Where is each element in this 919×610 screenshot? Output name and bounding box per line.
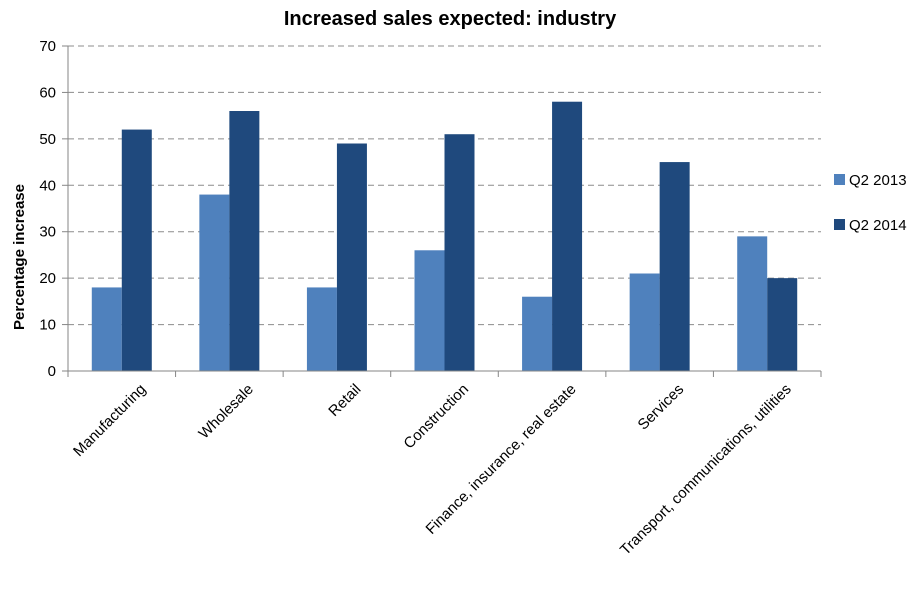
bar-q2-2013 — [737, 236, 768, 371]
x-category-labels: Manufacturing Wholesale Retail Construction… — [70, 381, 795, 559]
legend-swatch — [834, 219, 845, 230]
bar-q2-2013 — [306, 287, 337, 371]
legend-label: Q2 2013 — [849, 172, 907, 189]
bar-q2-2014 — [552, 101, 583, 371]
bar-q2-2013 — [414, 250, 445, 371]
bar-q2-2014 — [659, 162, 690, 371]
y-tick-label: 0 — [48, 363, 56, 380]
x-category-label: Manufacturing — [70, 381, 149, 460]
bar-q2-2014 — [444, 134, 475, 371]
y-tick-labels: 0 10 20 30 40 50 60 70 — [39, 38, 56, 380]
y-tick-label: 40 — [39, 177, 56, 194]
y-tick-label: 20 — [39, 270, 56, 287]
bar-q2-2013 — [199, 194, 230, 371]
legend: Q2 2013 Q2 2014 — [834, 172, 907, 234]
bars — [91, 101, 798, 371]
y-tick-label: 60 — [39, 84, 56, 101]
y-tick-label: 70 — [39, 38, 56, 55]
gridlines — [68, 45, 821, 326]
x-category-label: Transport, communications, utilities — [617, 381, 795, 559]
bar-q2-2014 — [121, 129, 152, 371]
axes — [62, 45, 822, 377]
bar-q2-2014 — [336, 143, 367, 371]
bar-q2-2013 — [629, 273, 660, 371]
bar-q2-2013 — [91, 287, 122, 371]
bar-q2-2014 — [767, 278, 798, 371]
bar-q2-2013 — [522, 296, 553, 371]
x-category-label: Construction — [400, 381, 472, 453]
legend-swatch — [834, 174, 845, 185]
y-axis-label: Percentage increase — [11, 184, 28, 330]
x-category-label: Services — [635, 381, 688, 434]
y-tick-label: 10 — [39, 317, 56, 334]
y-tick-label: 30 — [39, 224, 56, 241]
x-category-label: Retail — [325, 381, 364, 420]
x-category-label: Wholesale — [195, 381, 257, 443]
chart-title: Increased sales expected: industry — [284, 8, 617, 30]
legend-label: Q2 2014 — [849, 217, 907, 234]
bar-q2-2014 — [229, 111, 260, 371]
y-tick-label: 50 — [39, 131, 56, 148]
